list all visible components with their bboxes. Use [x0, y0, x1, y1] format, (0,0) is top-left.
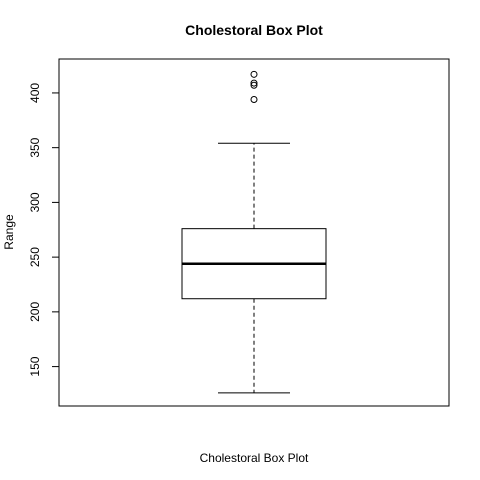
box-group: [182, 71, 326, 393]
outlier-point: [251, 97, 257, 103]
y-tick-label: 150: [28, 356, 42, 376]
y-tick-label: 350: [28, 137, 42, 157]
chart-title: Cholestoral Box Plot: [185, 22, 323, 38]
y-axis-label: Range: [2, 214, 16, 250]
y-tick-label: 400: [28, 83, 42, 103]
y-axis: 150 200 250 300 350 400: [28, 83, 59, 377]
outlier-point: [251, 71, 257, 77]
y-tick-label: 250: [28, 247, 42, 267]
y-tick-label: 300: [28, 192, 42, 212]
y-tick-label: 200: [28, 302, 42, 322]
x-axis-label: Cholestoral Box Plot: [200, 451, 309, 465]
